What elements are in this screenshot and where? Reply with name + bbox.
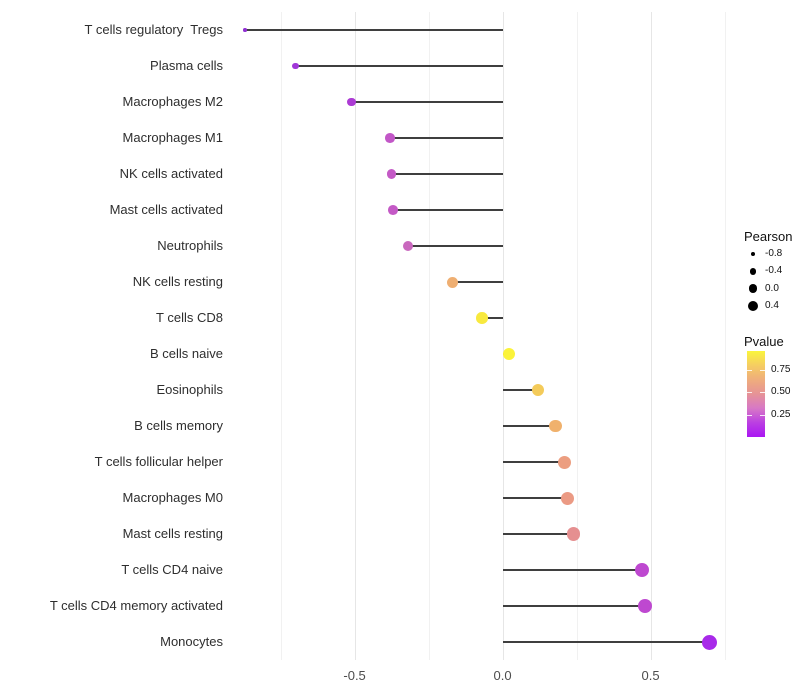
- lollipop-stem: [351, 101, 503, 103]
- legend-size-dot: [750, 251, 756, 257]
- category-label: Eosinophils: [156, 382, 224, 397]
- category-label: B cells memory: [134, 418, 223, 433]
- lollipop-dot: [561, 491, 575, 505]
- pvalue-tick-label: 0.75: [771, 363, 791, 375]
- legend-size-dot: [748, 284, 758, 293]
- lollipop-stem: [393, 209, 503, 211]
- size-legend-title: Pearson: [744, 229, 793, 244]
- minor-gridline: [428, 12, 430, 660]
- pvalue-tick-mark: [747, 414, 752, 416]
- lollipop-dot: [702, 634, 718, 650]
- pvalue-tick-label: 0.25: [771, 408, 791, 420]
- major-gridline: [354, 12, 356, 660]
- category-label: T cells CD8: [156, 310, 223, 325]
- lollipop-dot: [347, 97, 356, 107]
- lollipop-dot: [567, 527, 581, 541]
- lollipop-dot: [402, 241, 413, 251]
- pvalue-tick-mark: [760, 369, 765, 371]
- lollipop-dot: [446, 276, 458, 288]
- lollipop-dot: [476, 312, 488, 324]
- legend-size-label: -0.8: [765, 248, 783, 259]
- category-label: B cells naive: [150, 346, 223, 361]
- major-gridline: [502, 12, 504, 660]
- category-label: Macrophages M0: [122, 490, 223, 505]
- lollipop-dot: [385, 133, 395, 143]
- x-tick-label: 0.5: [641, 668, 660, 683]
- pvalue-tick-label: 0.50: [771, 386, 791, 398]
- lollipop-stem: [502, 497, 568, 499]
- lollipop-stem: [452, 281, 503, 283]
- legend-size-label: 0.0: [765, 282, 779, 294]
- category-label: NK cells activated: [119, 166, 223, 181]
- legend-size-label: -0.4: [765, 265, 783, 277]
- category-label: T cells follicular helper: [94, 454, 223, 469]
- lollipop-stem: [502, 605, 645, 607]
- category-label: Plasma cells: [150, 58, 223, 73]
- category-label: NK cells resting: [132, 274, 223, 289]
- pvalue-tick-mark: [747, 369, 752, 371]
- minor-gridline: [280, 12, 282, 660]
- lollipop-stem: [407, 245, 503, 247]
- lollipop-dot: [634, 563, 649, 577]
- lollipop-dot: [292, 62, 299, 70]
- lollipop-stem: [502, 533, 574, 535]
- lollipop-dot: [531, 383, 545, 397]
- lollipop-dot: [386, 169, 397, 179]
- minor-gridline: [576, 12, 578, 660]
- lollipop-stem: [481, 317, 503, 319]
- lollipop-dot: [243, 28, 247, 32]
- lollipop-stem: [502, 389, 539, 391]
- lollipop-stem: [390, 137, 503, 139]
- legend-size-dot: [748, 300, 758, 311]
- category-label: Mast cells resting: [122, 526, 223, 541]
- lollipop-stem: [391, 173, 503, 175]
- category-label: Mast cells activated: [109, 202, 223, 217]
- lollipop-dot: [549, 419, 563, 433]
- category-label: T cells CD4 naive: [121, 562, 223, 577]
- lollipop-stem: [502, 641, 710, 643]
- legend-size-label: 0.4: [765, 299, 779, 311]
- x-tick-label: 0.0: [493, 668, 512, 683]
- pvalue-tick-mark: [760, 414, 765, 416]
- pvalue-gradient-bar: [747, 351, 765, 437]
- lollipop-dot: [637, 599, 652, 613]
- lollipop-stem: [295, 65, 503, 67]
- lollipop-stem: [502, 425, 556, 427]
- category-label: T cells CD4 memory activated: [49, 598, 223, 613]
- category-label: Macrophages M1: [122, 130, 223, 145]
- legend-size-dot: [749, 268, 757, 275]
- pvalue-tick-mark: [760, 392, 765, 394]
- lollipop-stem: [502, 461, 565, 463]
- x-tick-label: -0.5: [343, 668, 366, 683]
- lollipop-stem: [502, 569, 642, 571]
- minor-gridline: [724, 12, 726, 660]
- lollipop-stem: [245, 29, 503, 31]
- lollipop-dot: [388, 205, 398, 215]
- lollipop-dot: [502, 348, 515, 360]
- major-gridline: [650, 12, 652, 660]
- category-label: Neutrophils: [157, 238, 223, 253]
- color-legend-title: Pvalue: [744, 334, 784, 349]
- category-label: Macrophages M2: [122, 94, 223, 109]
- category-label: Monocytes: [160, 634, 223, 649]
- category-label: T cells regulatory Tregs: [84, 22, 223, 37]
- lollipop-dot: [558, 455, 572, 469]
- pvalue-tick-mark: [747, 392, 752, 394]
